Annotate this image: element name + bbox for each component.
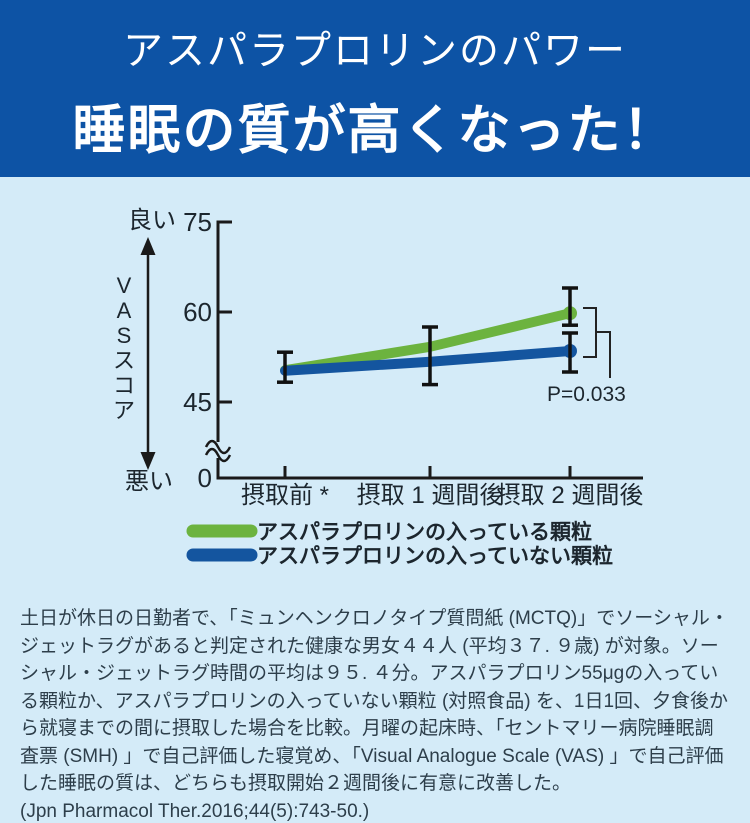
error-bar xyxy=(562,286,578,327)
axis-break-icon xyxy=(204,439,232,463)
error-bar xyxy=(422,325,438,387)
p-value-label: P=0.033 xyxy=(547,383,626,406)
y-axis-good-label: 良い xyxy=(128,207,176,234)
axes xyxy=(216,220,643,480)
header-banner: アスパラプロリンのパワー 睡眠の質が高くなった！ xyxy=(0,0,750,177)
vas-line-chart: 良い 悪い V A S スコア 75 60 45 0 xyxy=(113,207,644,568)
legend-label-with: アスパラプロリンの入っている顆粒 xyxy=(257,520,592,544)
y-axis-bad-label: 悪い xyxy=(125,468,173,495)
chart-legend: アスパラプロリンの入っている顆粒 アスパラプロリンの入っていない顆粒 xyxy=(186,520,613,568)
study-description: 土日が休日の日勤者で、「ミュンヘンクロノタイプ質問紙 (MCTQ)」でソーシャル… xyxy=(0,595,750,823)
y-axis-title: V A S スコア xyxy=(113,273,135,423)
y-tick-60: 60 xyxy=(183,297,212,327)
error-bar-layer xyxy=(277,286,578,387)
x-label-week2: 摂取 2 週間後 xyxy=(497,482,644,509)
significance-bracket xyxy=(583,307,611,378)
x-label-week1: 摂取 1 週間後 xyxy=(357,482,504,509)
y-tick-45: 45 xyxy=(183,387,212,417)
header-subtitle: アスパラプロリンのパワー xyxy=(123,29,627,73)
y-tick-0: 0 xyxy=(198,463,212,493)
page-title: 睡眠の質が高くなった！ xyxy=(72,101,678,160)
y-axis-arrow xyxy=(140,237,156,470)
error-bar xyxy=(562,331,578,374)
y-tick-75: 75 xyxy=(183,207,212,237)
citation: (Jpn Pharmacol Ther.2016;44(5):743-50.) xyxy=(20,800,370,822)
x-label-pre: 摂取前 * xyxy=(241,482,329,509)
error-bar xyxy=(277,350,293,384)
chart-section: 良い 悪い V A S スコア 75 60 45 0 xyxy=(0,177,750,595)
study-paragraph: 土日が休日の日勤者で、「ミュンヘンクロノタイプ質問紙 (MCTQ)」でソーシャル… xyxy=(20,608,729,794)
legend-label-without: アスパラプロリンの入っていない顆粒 xyxy=(257,544,613,568)
